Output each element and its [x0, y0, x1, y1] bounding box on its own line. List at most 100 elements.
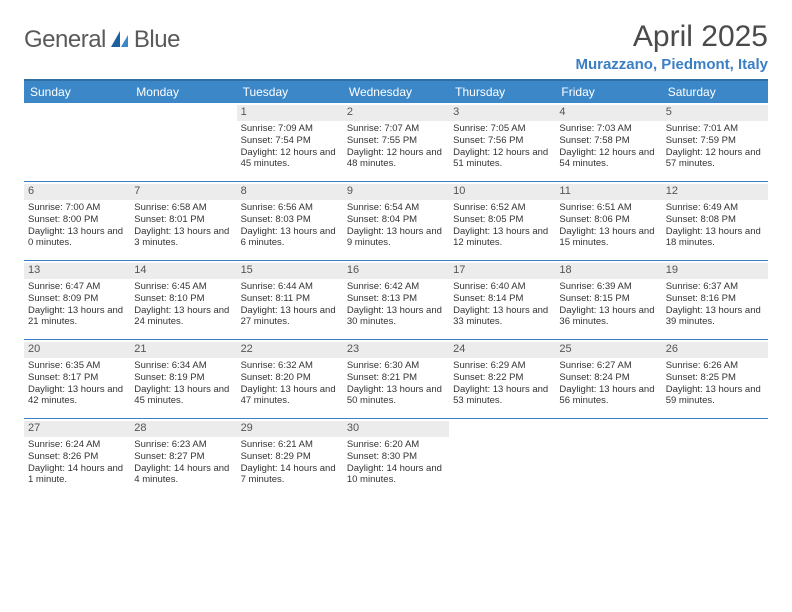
- calendar-body: 1Sunrise: 7:09 AMSunset: 7:54 PMDaylight…: [24, 103, 768, 497]
- sunset-line: Sunset: 8:13 PM: [347, 293, 445, 305]
- daylight-line: Daylight: 13 hours and 12 minutes.: [453, 226, 551, 250]
- sunrise-line: Sunrise: 6:21 AM: [241, 439, 339, 451]
- day-number: 11: [555, 184, 661, 200]
- sunset-line: Sunset: 8:15 PM: [559, 293, 657, 305]
- sunset-line: Sunset: 8:20 PM: [241, 372, 339, 384]
- day-number: 3: [449, 105, 555, 121]
- calendar-cell: 7Sunrise: 6:58 AMSunset: 8:01 PMDaylight…: [130, 182, 236, 260]
- day-number: 20: [24, 342, 130, 358]
- sunset-line: Sunset: 8:00 PM: [28, 214, 126, 226]
- calendar-cell: 20Sunrise: 6:35 AMSunset: 8:17 PMDayligh…: [24, 340, 130, 418]
- calendar-cell: 17Sunrise: 6:40 AMSunset: 8:14 PMDayligh…: [449, 261, 555, 339]
- calendar-cell: 25Sunrise: 6:27 AMSunset: 8:24 PMDayligh…: [555, 340, 661, 418]
- calendar-cell: 2Sunrise: 7:07 AMSunset: 7:55 PMDaylight…: [343, 103, 449, 181]
- calendar-cell: 3 Sunrise: 7:05 AMSunset: 7:56 PMDaylight…: [449, 103, 555, 181]
- daylight-line: Daylight: 13 hours and 18 minutes.: [666, 226, 764, 250]
- sunrise-line: Sunrise: 6:24 AM: [28, 439, 126, 451]
- calendar-cell: 11Sunrise: 6:51 AMSunset: 8:06 PMDayligh…: [555, 182, 661, 260]
- daylight-line: Daylight: 12 hours and 54 minutes.: [559, 147, 657, 171]
- calendar-cell: 14Sunrise: 6:45 AMSunset: 8:10 PMDayligh…: [130, 261, 236, 339]
- sunset-line: Sunset: 8:06 PM: [559, 214, 657, 226]
- sunset-line: Sunset: 8:21 PM: [347, 372, 445, 384]
- day-number: 6: [24, 184, 130, 200]
- daylight-line: Daylight: 14 hours and 1 minute.: [28, 463, 126, 487]
- logo-sail-icon: [110, 30, 130, 53]
- daylight-line: Daylight: 13 hours and 45 minutes.: [134, 384, 232, 408]
- day-number: 30: [343, 421, 449, 437]
- day-header: Wednesday: [343, 81, 449, 103]
- logo-text-2: Blue: [134, 26, 180, 54]
- daylight-line: Daylight: 13 hours and 3 minutes.: [134, 226, 232, 250]
- logo-text-1: General: [24, 26, 106, 54]
- sunset-line: Sunset: 8:01 PM: [134, 214, 232, 226]
- sunrise-line: Sunrise: 6:26 AM: [666, 360, 764, 372]
- sunrise-line: Sunrise: 6:45 AM: [134, 281, 232, 293]
- sunrise-line: Sunrise: 6:35 AM: [28, 360, 126, 372]
- sunrise-line: Sunrise: 6:29 AM: [453, 360, 551, 372]
- month-title: April 2025: [575, 20, 768, 54]
- calendar-cell: 29Sunrise: 6:21 AMSunset: 8:29 PMDayligh…: [237, 419, 343, 497]
- calendar-cell: 30Sunrise: 6:20 AMSunset: 8:30 PMDayligh…: [343, 419, 449, 497]
- daylight-line: Daylight: 13 hours and 30 minutes.: [347, 305, 445, 329]
- sunrise-line: Sunrise: 6:32 AM: [241, 360, 339, 372]
- calendar-cell: [662, 419, 768, 497]
- day-header: Saturday: [662, 81, 768, 103]
- day-number: 5: [662, 105, 768, 121]
- daylight-line: Daylight: 13 hours and 0 minutes.: [28, 226, 126, 250]
- calendar-cell: [130, 103, 236, 181]
- calendar-cell: 18Sunrise: 6:39 AMSunset: 8:15 PMDayligh…: [555, 261, 661, 339]
- calendar-cell: 1Sunrise: 7:09 AMSunset: 7:54 PMDaylight…: [237, 103, 343, 181]
- day-number: 12: [662, 184, 768, 200]
- day-number: 10: [449, 184, 555, 200]
- day-number: 27: [24, 421, 130, 437]
- sunrise-line: Sunrise: 6:51 AM: [559, 202, 657, 214]
- sunrise-line: Sunrise: 6:42 AM: [347, 281, 445, 293]
- sunrise-line: Sunrise: 7:00 AM: [28, 202, 126, 214]
- sunrise-line: Sunrise: 6:52 AM: [453, 202, 551, 214]
- calendar-cell: 5Sunrise: 7:01 AMSunset: 7:59 PMDaylight…: [662, 103, 768, 181]
- calendar-cell: 8Sunrise: 6:56 AMSunset: 8:03 PMDaylight…: [237, 182, 343, 260]
- calendar-cell: 28Sunrise: 6:23 AMSunset: 8:27 PMDayligh…: [130, 419, 236, 497]
- day-number: 1: [237, 105, 343, 121]
- sunset-line: Sunset: 8:24 PM: [559, 372, 657, 384]
- day-number: 15: [237, 263, 343, 279]
- sunset-line: Sunset: 8:25 PM: [666, 372, 764, 384]
- sunset-line: Sunset: 8:09 PM: [28, 293, 126, 305]
- day-header: Friday: [555, 81, 661, 103]
- sunset-line: Sunset: 7:58 PM: [559, 135, 657, 147]
- day-number: 2: [343, 105, 449, 121]
- sunrise-line: Sunrise: 7:07 AM: [347, 123, 445, 135]
- sunrise-line: Sunrise: 7:05 AM: [453, 123, 551, 135]
- sunrise-line: Sunrise: 6:58 AM: [134, 202, 232, 214]
- sunset-line: Sunset: 7:56 PM: [453, 135, 551, 147]
- sunrise-line: Sunrise: 6:23 AM: [134, 439, 232, 451]
- calendar-cell: 9Sunrise: 6:54 AMSunset: 8:04 PMDaylight…: [343, 182, 449, 260]
- sunset-line: Sunset: 8:19 PM: [134, 372, 232, 384]
- page-header: General Blue April 2025 Murazzano, Piedm…: [24, 20, 768, 73]
- calendar-cell: 19Sunrise: 6:37 AMSunset: 8:16 PMDayligh…: [662, 261, 768, 339]
- sunrise-line: Sunrise: 6:54 AM: [347, 202, 445, 214]
- calendar-cell: 26Sunrise: 6:26 AMSunset: 8:25 PMDayligh…: [662, 340, 768, 418]
- sunset-line: Sunset: 8:16 PM: [666, 293, 764, 305]
- sunrise-line: Sunrise: 6:47 AM: [28, 281, 126, 293]
- calendar-cell: 21Sunrise: 6:34 AMSunset: 8:19 PMDayligh…: [130, 340, 236, 418]
- sunrise-line: Sunrise: 6:44 AM: [241, 281, 339, 293]
- calendar-cell: 27Sunrise: 6:24 AMSunset: 8:26 PMDayligh…: [24, 419, 130, 497]
- day-number: 8: [237, 184, 343, 200]
- calendar-cell: 24Sunrise: 6:29 AMSunset: 8:22 PMDayligh…: [449, 340, 555, 418]
- day-number: 28: [130, 421, 236, 437]
- sunset-line: Sunset: 8:08 PM: [666, 214, 764, 226]
- daylight-line: Daylight: 13 hours and 21 minutes.: [28, 305, 126, 329]
- daylight-line: Daylight: 13 hours and 39 minutes.: [666, 305, 764, 329]
- sunset-line: Sunset: 8:14 PM: [453, 293, 551, 305]
- day-header: Tuesday: [237, 81, 343, 103]
- location-label: Murazzano, Piedmont, Italy: [575, 56, 768, 73]
- daylight-line: Daylight: 13 hours and 6 minutes.: [241, 226, 339, 250]
- sunset-line: Sunset: 7:59 PM: [666, 135, 764, 147]
- calendar-cell: [24, 103, 130, 181]
- daylight-line: Daylight: 13 hours and 27 minutes.: [241, 305, 339, 329]
- sunrise-line: Sunrise: 6:27 AM: [559, 360, 657, 372]
- daylight-line: Daylight: 12 hours and 51 minutes.: [453, 147, 551, 171]
- sunrise-line: Sunrise: 6:56 AM: [241, 202, 339, 214]
- sunset-line: Sunset: 8:05 PM: [453, 214, 551, 226]
